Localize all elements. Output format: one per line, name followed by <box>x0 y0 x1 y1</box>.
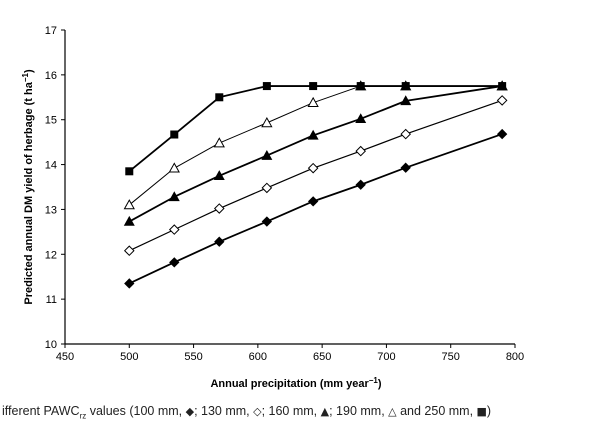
data-point-filled-square <box>262 82 271 91</box>
x-tick-label: 650 <box>313 351 331 363</box>
data-point-open-diamond <box>261 182 273 194</box>
data-point-filled-triangle <box>261 149 273 160</box>
filled-triangle-icon: ▲ <box>320 405 330 418</box>
data-point-filled-triangle <box>307 129 319 140</box>
data-point-open-diamond <box>168 224 180 235</box>
data-point-filled-square <box>401 82 410 91</box>
data-point-open-diamond <box>400 128 412 140</box>
series-line-3 <box>128 85 503 223</box>
data-point-open-diamond <box>355 145 367 157</box>
x-tick-label: 750 <box>442 351 460 363</box>
series-markers <box>123 80 508 289</box>
data-point-filled-square <box>125 167 134 176</box>
data-point-filled-triangle <box>400 95 412 106</box>
y-tick-label: 10 <box>45 339 57 351</box>
data-point-filled-square <box>309 82 318 91</box>
data-point-open-diamond <box>123 245 135 257</box>
open-diamond-icon: ◇ <box>253 405 262 418</box>
x-tick-label: 600 <box>249 351 267 363</box>
data-point-filled-square <box>170 130 179 139</box>
data-point-filled-square <box>498 82 507 91</box>
x-tick-label: 450 <box>56 351 74 363</box>
data-point-open-diamond <box>307 162 319 174</box>
data-point-open-triangle <box>307 96 319 108</box>
data-point-filled-triangle <box>123 215 135 226</box>
figure-caption: ifferent PAWCrz values (100 mm, ◆; 130 m… <box>2 404 492 421</box>
data-point-open-triangle <box>261 117 273 128</box>
data-point-filled-diamond <box>400 162 411 173</box>
series-line-5 <box>128 85 503 172</box>
series-line-2 <box>129 99 503 252</box>
open-triangle-icon: △ <box>388 405 397 418</box>
x-tick-label: 800 <box>506 351 524 363</box>
line-chart: 450 500 550 600 650 700 750 800 10 11 12 13 14 15 16 17… <box>21 25 524 390</box>
x-tick-label: 550 <box>184 351 202 363</box>
x-tick-label: 700 <box>377 351 395 363</box>
y-tick-label: 13 <box>45 204 57 216</box>
data-point-filled-diamond <box>124 278 135 289</box>
y-tick-label: 17 <box>45 25 57 37</box>
data-point-open-diamond <box>213 203 225 214</box>
filled-square-icon: ■ <box>476 405 487 418</box>
data-point-filled-triangle <box>355 113 367 124</box>
y-tick-label: 15 <box>45 115 57 127</box>
data-point-open-diamond <box>496 95 508 106</box>
chart-axes <box>64 30 515 345</box>
data-point-filled-triangle <box>213 170 225 181</box>
data-point-open-triangle <box>123 199 135 210</box>
y-tick-label: 12 <box>45 249 57 261</box>
data-point-filled-diamond <box>496 128 508 140</box>
data-point-filled-diamond <box>214 236 225 247</box>
data-point-filled-square <box>356 82 365 91</box>
data-point-open-triangle <box>168 162 180 173</box>
data-point-open-triangle <box>213 137 225 148</box>
y-tick-label: 11 <box>46 294 57 306</box>
y-tick-label: 16 <box>45 70 57 82</box>
data-point-filled-diamond <box>261 216 273 227</box>
y-tick-label: 14 <box>45 160 57 172</box>
data-point-filled-triangle <box>168 191 180 202</box>
y-axis-title: Predicted annual DM yield of herbage (t … <box>21 69 35 305</box>
x-axis-title: Annual precipitation (mm year−1) <box>210 376 381 390</box>
data-point-filled-diamond <box>307 196 319 207</box>
x-tick-label: 500 <box>120 351 138 363</box>
data-point-filled-square <box>215 93 224 102</box>
series-line-1 <box>128 133 503 285</box>
data-point-filled-diamond <box>169 257 180 268</box>
axis-ticks: 450 500 550 600 650 700 750 800 10 11 12 13 14 15 16 17 <box>45 25 524 363</box>
data-point-filled-diamond <box>355 179 366 190</box>
series-lines <box>128 85 503 285</box>
filled-diamond-icon: ◆ <box>185 405 195 418</box>
